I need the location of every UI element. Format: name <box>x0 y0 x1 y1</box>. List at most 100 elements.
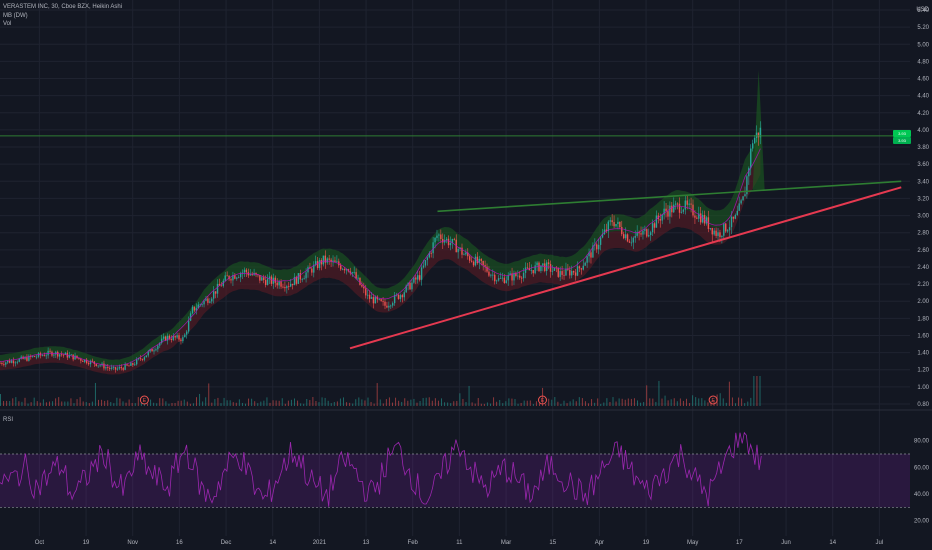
candle-body <box>91 360 94 362</box>
x-tick-label: Jul <box>876 540 884 546</box>
volume-bar <box>725 402 727 406</box>
volume-bar <box>722 398 724 406</box>
candle-body <box>392 303 394 306</box>
volume-bar <box>658 380 660 406</box>
candle-body <box>630 242 633 244</box>
volume-bar <box>85 402 87 406</box>
candle-body <box>118 367 121 369</box>
candle-body <box>551 270 554 272</box>
candle-body <box>95 363 97 367</box>
candle-body <box>203 300 205 305</box>
volume-bar <box>609 401 611 406</box>
volume-bar <box>312 397 314 406</box>
candle-body <box>422 265 425 268</box>
volume-bar <box>664 395 666 406</box>
candle-body <box>24 357 26 359</box>
volume-bar <box>88 403 90 406</box>
y-tick-label: 2.00 <box>917 299 929 305</box>
volume-bar <box>12 398 14 406</box>
earnings-marker <box>139 395 149 405</box>
volume-bar <box>6 400 8 406</box>
candle-body <box>276 282 278 286</box>
y-tick-label: 3.20 <box>917 196 929 202</box>
candle-body <box>268 276 271 279</box>
spike-glow <box>752 69 765 190</box>
candle-body <box>353 272 355 273</box>
candle-body <box>401 295 404 298</box>
candle-body <box>513 272 515 281</box>
y-tick-label: 1.60 <box>917 333 929 339</box>
volume-bar <box>422 398 424 406</box>
volume-bar <box>257 403 259 406</box>
candle-body <box>57 351 59 357</box>
candle-body <box>463 254 465 256</box>
candle-body <box>82 360 84 362</box>
volume-bar <box>104 400 106 406</box>
volume-bar <box>183 399 185 406</box>
candle-body <box>145 355 147 358</box>
candle-body <box>482 260 484 266</box>
volume-bar <box>248 398 250 406</box>
candle-body <box>326 258 328 263</box>
candle-body <box>449 242 452 246</box>
resistance-trendline <box>437 180 902 213</box>
candle-body <box>288 286 290 287</box>
volume-bar <box>459 393 461 406</box>
y-tick-label: 4.60 <box>917 77 929 83</box>
candle-body <box>607 221 609 232</box>
candle-body <box>357 277 359 279</box>
candle-body <box>278 281 280 286</box>
candle-body <box>750 148 752 169</box>
volume-bar <box>33 397 35 406</box>
volume-bar <box>379 399 381 406</box>
candle-body <box>109 367 111 369</box>
volume-bar <box>42 399 44 406</box>
rsi-tick-label: 80.00 <box>914 439 930 445</box>
volume-bar <box>447 402 449 406</box>
candle-body <box>363 286 365 289</box>
candle-body <box>336 261 338 263</box>
volume-bar <box>539 403 540 406</box>
volume-bar <box>196 397 197 406</box>
volume-bar <box>284 403 286 406</box>
y-tick-label: 4.00 <box>917 128 929 134</box>
candle-body <box>318 260 321 268</box>
rsi-pane-label: RSI <box>3 417 14 423</box>
candle-body <box>45 355 47 357</box>
candle-body <box>199 304 201 306</box>
volume-bar <box>343 397 344 406</box>
candle-body <box>1 362 3 364</box>
volume-bar <box>735 403 736 406</box>
candlestick-series <box>0 121 762 373</box>
candle-body <box>130 363 132 366</box>
candle-body <box>480 258 482 261</box>
candle-body <box>270 276 273 284</box>
candle-body <box>397 294 400 299</box>
candle-body <box>89 360 92 365</box>
candle-body <box>99 365 101 367</box>
candle-body <box>596 244 598 250</box>
candle-body <box>197 304 199 309</box>
candle-body <box>715 230 717 236</box>
volume-bar <box>315 401 317 406</box>
volume-bar <box>272 400 274 406</box>
volume-bar <box>434 398 436 406</box>
volume-bar <box>113 403 115 406</box>
volume-bar <box>98 399 99 406</box>
y-tick-label: 3.00 <box>917 214 929 220</box>
volume-bar <box>290 399 292 406</box>
candle-body <box>374 296 377 304</box>
volume-bar <box>707 402 709 406</box>
candle-body <box>53 354 55 356</box>
candle-body <box>238 277 240 279</box>
candle-body <box>753 137 756 144</box>
volume-bar <box>165 401 167 406</box>
volume-bar <box>309 400 311 406</box>
candle-body <box>703 214 706 224</box>
volume-bar <box>594 402 596 406</box>
candle-body <box>624 234 627 239</box>
volume-bar <box>110 402 112 406</box>
y-tick-label: 2.80 <box>917 231 929 237</box>
support-trendline <box>349 186 902 350</box>
